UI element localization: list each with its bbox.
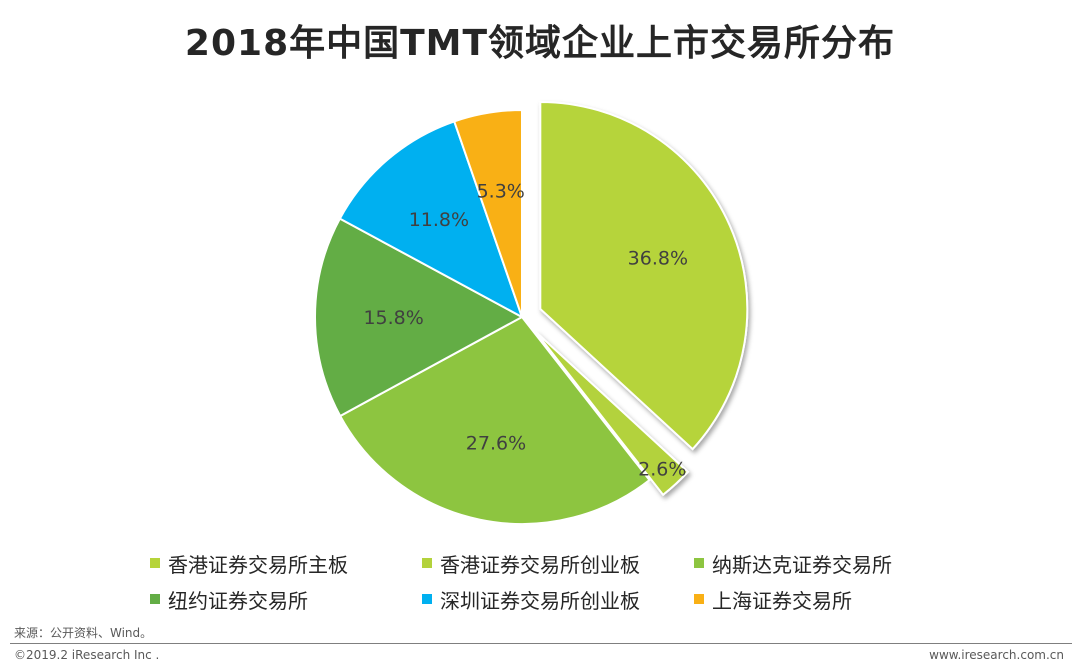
legend-swatch-hk-gem: [422, 558, 432, 568]
slice-label-szse-chinext: 11.8%: [409, 209, 469, 231]
legend-swatch-nasdaq: [694, 558, 704, 568]
legend-swatch-nyse: [150, 594, 160, 604]
legend-item: 深圳证券交易所创业板: [422, 586, 694, 613]
legend-item: 香港证券交易所主板: [150, 550, 422, 577]
legend-label: 香港证券交易所主板: [168, 552, 348, 577]
legend-swatch-sse: [694, 594, 704, 604]
legend-label: 上海证券交易所: [712, 588, 852, 613]
footer-divider: [10, 643, 1072, 644]
slice-label-sse: 5.3%: [477, 180, 525, 202]
slice-label-hk-main: 36.8%: [628, 247, 688, 269]
website-link[interactable]: www.iresearch.com.cn: [929, 648, 1064, 662]
legend-item: 纳斯达克证券交易所: [694, 550, 966, 577]
slice-label-hk-gem: 2.6%: [638, 459, 686, 481]
legend-label: 深圳证券交易所创业板: [440, 588, 640, 613]
pie-slice-hk-main: [539, 100, 749, 451]
pie-slice-szse-chinext: [338, 120, 524, 320]
legend-label: 纳斯达克证券交易所: [712, 552, 892, 577]
legend-swatch-szse-chinext: [422, 594, 432, 604]
pie-slice-nasdaq: [338, 315, 651, 525]
pie-slice-nyse: [314, 217, 525, 418]
pie-slice-hk-gem: [534, 330, 690, 497]
legend-swatch-hk-main: [150, 558, 160, 568]
chart-title: 2018年中国TMT领域企业上市交易所分布: [184, 23, 896, 64]
copyright: ©2019.2 iResearch Inc .: [14, 648, 160, 662]
legend: 香港证券交易所主板 香港证券交易所创业板 纳斯达克证券交易所 纽约证券交易所 深…: [150, 550, 970, 613]
legend-label: 香港证券交易所创业板: [440, 552, 640, 577]
legend-item: 香港证券交易所创业板: [422, 550, 694, 577]
legend-label: 纽约证券交易所: [168, 588, 308, 613]
source-note: 来源：公开资料、Wind。: [14, 626, 153, 640]
legend-item: 上海证券交易所: [694, 586, 966, 613]
pie-slice-sse: [452, 108, 523, 318]
slice-label-nasdaq: 27.6%: [466, 433, 526, 455]
legend-item: 纽约证券交易所: [150, 586, 422, 613]
slice-label-nyse: 15.8%: [363, 307, 423, 329]
